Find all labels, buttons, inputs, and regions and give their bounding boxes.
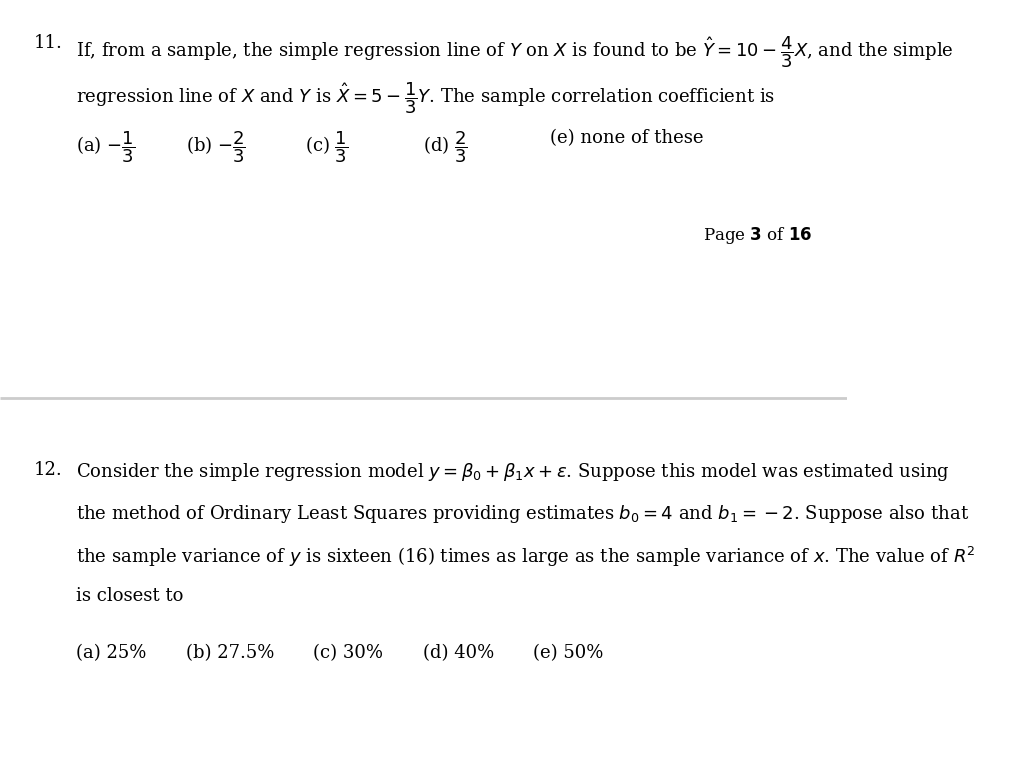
Text: regression line of $X$ and $Y$ is $\hat{X}=5-\dfrac{1}{3}Y$. The sample correlat: regression line of $X$ and $Y$ is $\hat{… bbox=[76, 80, 775, 116]
Text: the sample variance of $y$ is sixteen (16) times as large as the sample variance: the sample variance of $y$ is sixteen (1… bbox=[76, 545, 976, 569]
Text: 11.: 11. bbox=[34, 34, 62, 53]
Text: (b) 27.5%: (b) 27.5% bbox=[186, 644, 274, 662]
Text: the method of Ordinary Least Squares providing estimates $b_0 = 4$ and $b_1 = -2: the method of Ordinary Least Squares pro… bbox=[76, 503, 970, 525]
Text: is closest to: is closest to bbox=[76, 587, 183, 605]
Text: (e) none of these: (e) none of these bbox=[550, 130, 703, 148]
Text: (c) 30%: (c) 30% bbox=[313, 644, 383, 662]
Text: Page $\mathbf{3}$ of $\mathbf{16}$: Page $\mathbf{3}$ of $\mathbf{16}$ bbox=[703, 225, 813, 246]
Text: (a) 25%: (a) 25% bbox=[76, 644, 146, 662]
Text: (d) $\dfrac{2}{3}$: (d) $\dfrac{2}{3}$ bbox=[423, 130, 468, 165]
Text: (c) $\dfrac{1}{3}$: (c) $\dfrac{1}{3}$ bbox=[305, 130, 348, 165]
Text: (e) 50%: (e) 50% bbox=[534, 644, 604, 662]
Text: (b) $-\dfrac{2}{3}$: (b) $-\dfrac{2}{3}$ bbox=[186, 130, 246, 165]
Text: (a) $-\dfrac{1}{3}$: (a) $-\dfrac{1}{3}$ bbox=[76, 130, 135, 165]
Text: Consider the simple regression model $y = \beta_0 + \beta_1 x + \varepsilon$. Su: Consider the simple regression model $y … bbox=[76, 461, 950, 483]
Text: (d) 40%: (d) 40% bbox=[423, 644, 495, 662]
Text: If, from a sample, the simple regression line of $Y$ on $X$ is found to be $\hat: If, from a sample, the simple regression… bbox=[76, 34, 954, 70]
Text: 12.: 12. bbox=[34, 461, 62, 479]
